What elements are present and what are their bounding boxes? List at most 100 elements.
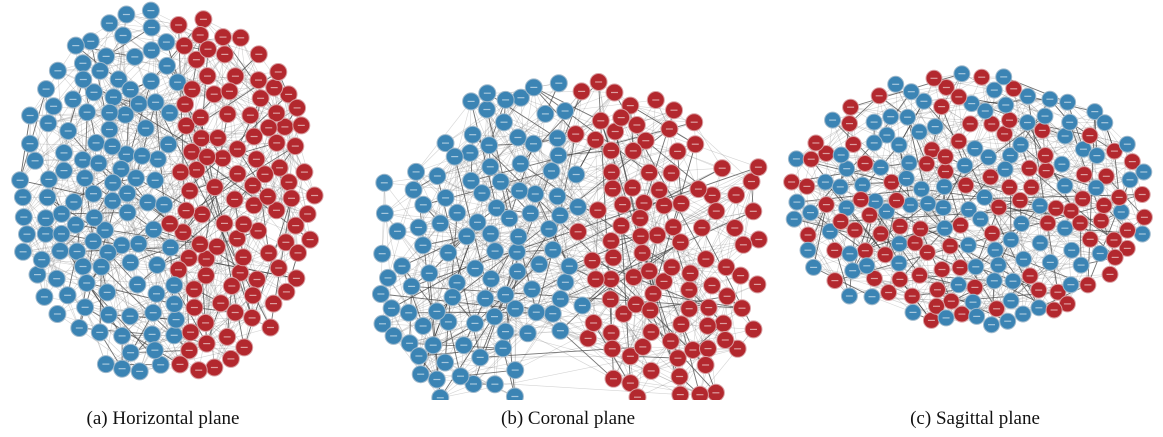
node-label-mark xyxy=(213,246,221,248)
node-label-mark xyxy=(1042,170,1050,172)
edge xyxy=(1082,198,1101,254)
node-label-mark xyxy=(574,206,582,208)
node-right-hemisphere xyxy=(628,388,647,400)
edge xyxy=(910,156,946,206)
node-label-mark xyxy=(53,278,61,280)
node-label-mark xyxy=(930,77,938,79)
node-label-mark xyxy=(892,83,900,85)
node-label-mark xyxy=(513,251,521,253)
edge xyxy=(460,369,516,377)
edge xyxy=(29,143,86,179)
node-label-mark xyxy=(705,307,713,309)
node-label-mark xyxy=(40,296,48,298)
node-label-mark xyxy=(444,321,452,323)
node-label-mark xyxy=(246,114,254,116)
edge xyxy=(1038,239,1091,291)
node-label-mark xyxy=(265,252,273,254)
node-label-mark xyxy=(549,313,557,315)
node-label-mark xyxy=(228,285,236,287)
node-label-mark xyxy=(968,103,976,105)
node-label-mark xyxy=(511,308,519,310)
node-label-mark xyxy=(26,143,34,145)
node-label-mark xyxy=(250,204,258,206)
node-label-mark xyxy=(106,128,113,131)
node-label-mark xyxy=(696,394,704,396)
edge xyxy=(469,97,522,154)
node-label-mark xyxy=(97,266,105,268)
node-label-mark xyxy=(197,116,205,119)
edge xyxy=(276,142,315,196)
node-label-mark xyxy=(511,395,519,398)
node-label-mark xyxy=(966,123,974,125)
edge xyxy=(673,194,737,228)
node-label-mark xyxy=(144,201,152,204)
edge xyxy=(163,157,223,205)
node-label-mark xyxy=(1009,280,1017,282)
edge xyxy=(690,273,724,324)
node-label-mark xyxy=(964,244,972,246)
edge xyxy=(533,87,577,135)
edge xyxy=(671,210,717,268)
node-label-mark xyxy=(127,261,134,264)
node-label-mark xyxy=(493,207,500,209)
edge xyxy=(612,310,651,350)
node-label-mark xyxy=(223,336,231,338)
node-label-mark xyxy=(115,78,123,80)
edge xyxy=(490,166,558,197)
node-label-mark xyxy=(248,317,256,319)
edge xyxy=(520,87,535,164)
node-label-mark xyxy=(1093,155,1101,157)
edge xyxy=(454,156,458,213)
edge xyxy=(807,214,870,251)
edge xyxy=(19,130,69,181)
node-label-mark xyxy=(136,370,144,372)
node-label-mark xyxy=(202,274,210,277)
node-label-mark xyxy=(607,240,615,242)
edge xyxy=(108,288,195,316)
edge xyxy=(1067,102,1115,152)
node-label-mark xyxy=(1091,111,1099,113)
node-label-mark xyxy=(118,368,126,370)
node-label-mark xyxy=(481,297,489,300)
node-label-mark xyxy=(26,114,34,117)
node-label-mark xyxy=(179,231,187,233)
edge xyxy=(636,124,690,309)
node-label-mark xyxy=(1126,179,1134,181)
edge xyxy=(560,330,643,348)
node-label-mark xyxy=(203,343,211,345)
edge xyxy=(577,202,645,208)
edge xyxy=(810,159,831,232)
node-label-mark xyxy=(1061,227,1069,229)
node-label-mark xyxy=(877,233,885,235)
node-right-hemisphere xyxy=(690,385,709,400)
node-label-mark xyxy=(162,41,170,43)
node-label-mark xyxy=(826,230,834,232)
node-label-mark xyxy=(704,325,712,327)
node-label-mark xyxy=(380,182,388,184)
node-label-mark xyxy=(1096,252,1104,255)
node-label-mark xyxy=(836,186,844,188)
edge xyxy=(227,54,260,115)
edge xyxy=(295,146,311,240)
edge xyxy=(494,298,561,317)
node-label-mark xyxy=(273,209,280,211)
edge xyxy=(99,332,140,372)
node-label-mark xyxy=(845,295,853,297)
node-label-mark xyxy=(617,117,625,119)
nodes xyxy=(371,73,768,400)
node-label-mark xyxy=(79,159,87,161)
edge xyxy=(85,307,154,313)
node-label-mark xyxy=(210,366,218,369)
edge xyxy=(517,137,613,349)
node-label-mark xyxy=(467,100,475,102)
edge xyxy=(494,316,561,331)
node-label-mark xyxy=(1086,135,1094,137)
edge xyxy=(663,281,694,351)
edge xyxy=(673,194,737,228)
edge xyxy=(57,70,110,130)
edge xyxy=(490,83,560,167)
node-label-mark xyxy=(973,315,981,317)
edge xyxy=(423,204,496,252)
edge xyxy=(41,259,108,293)
node-label-mark xyxy=(645,172,653,174)
